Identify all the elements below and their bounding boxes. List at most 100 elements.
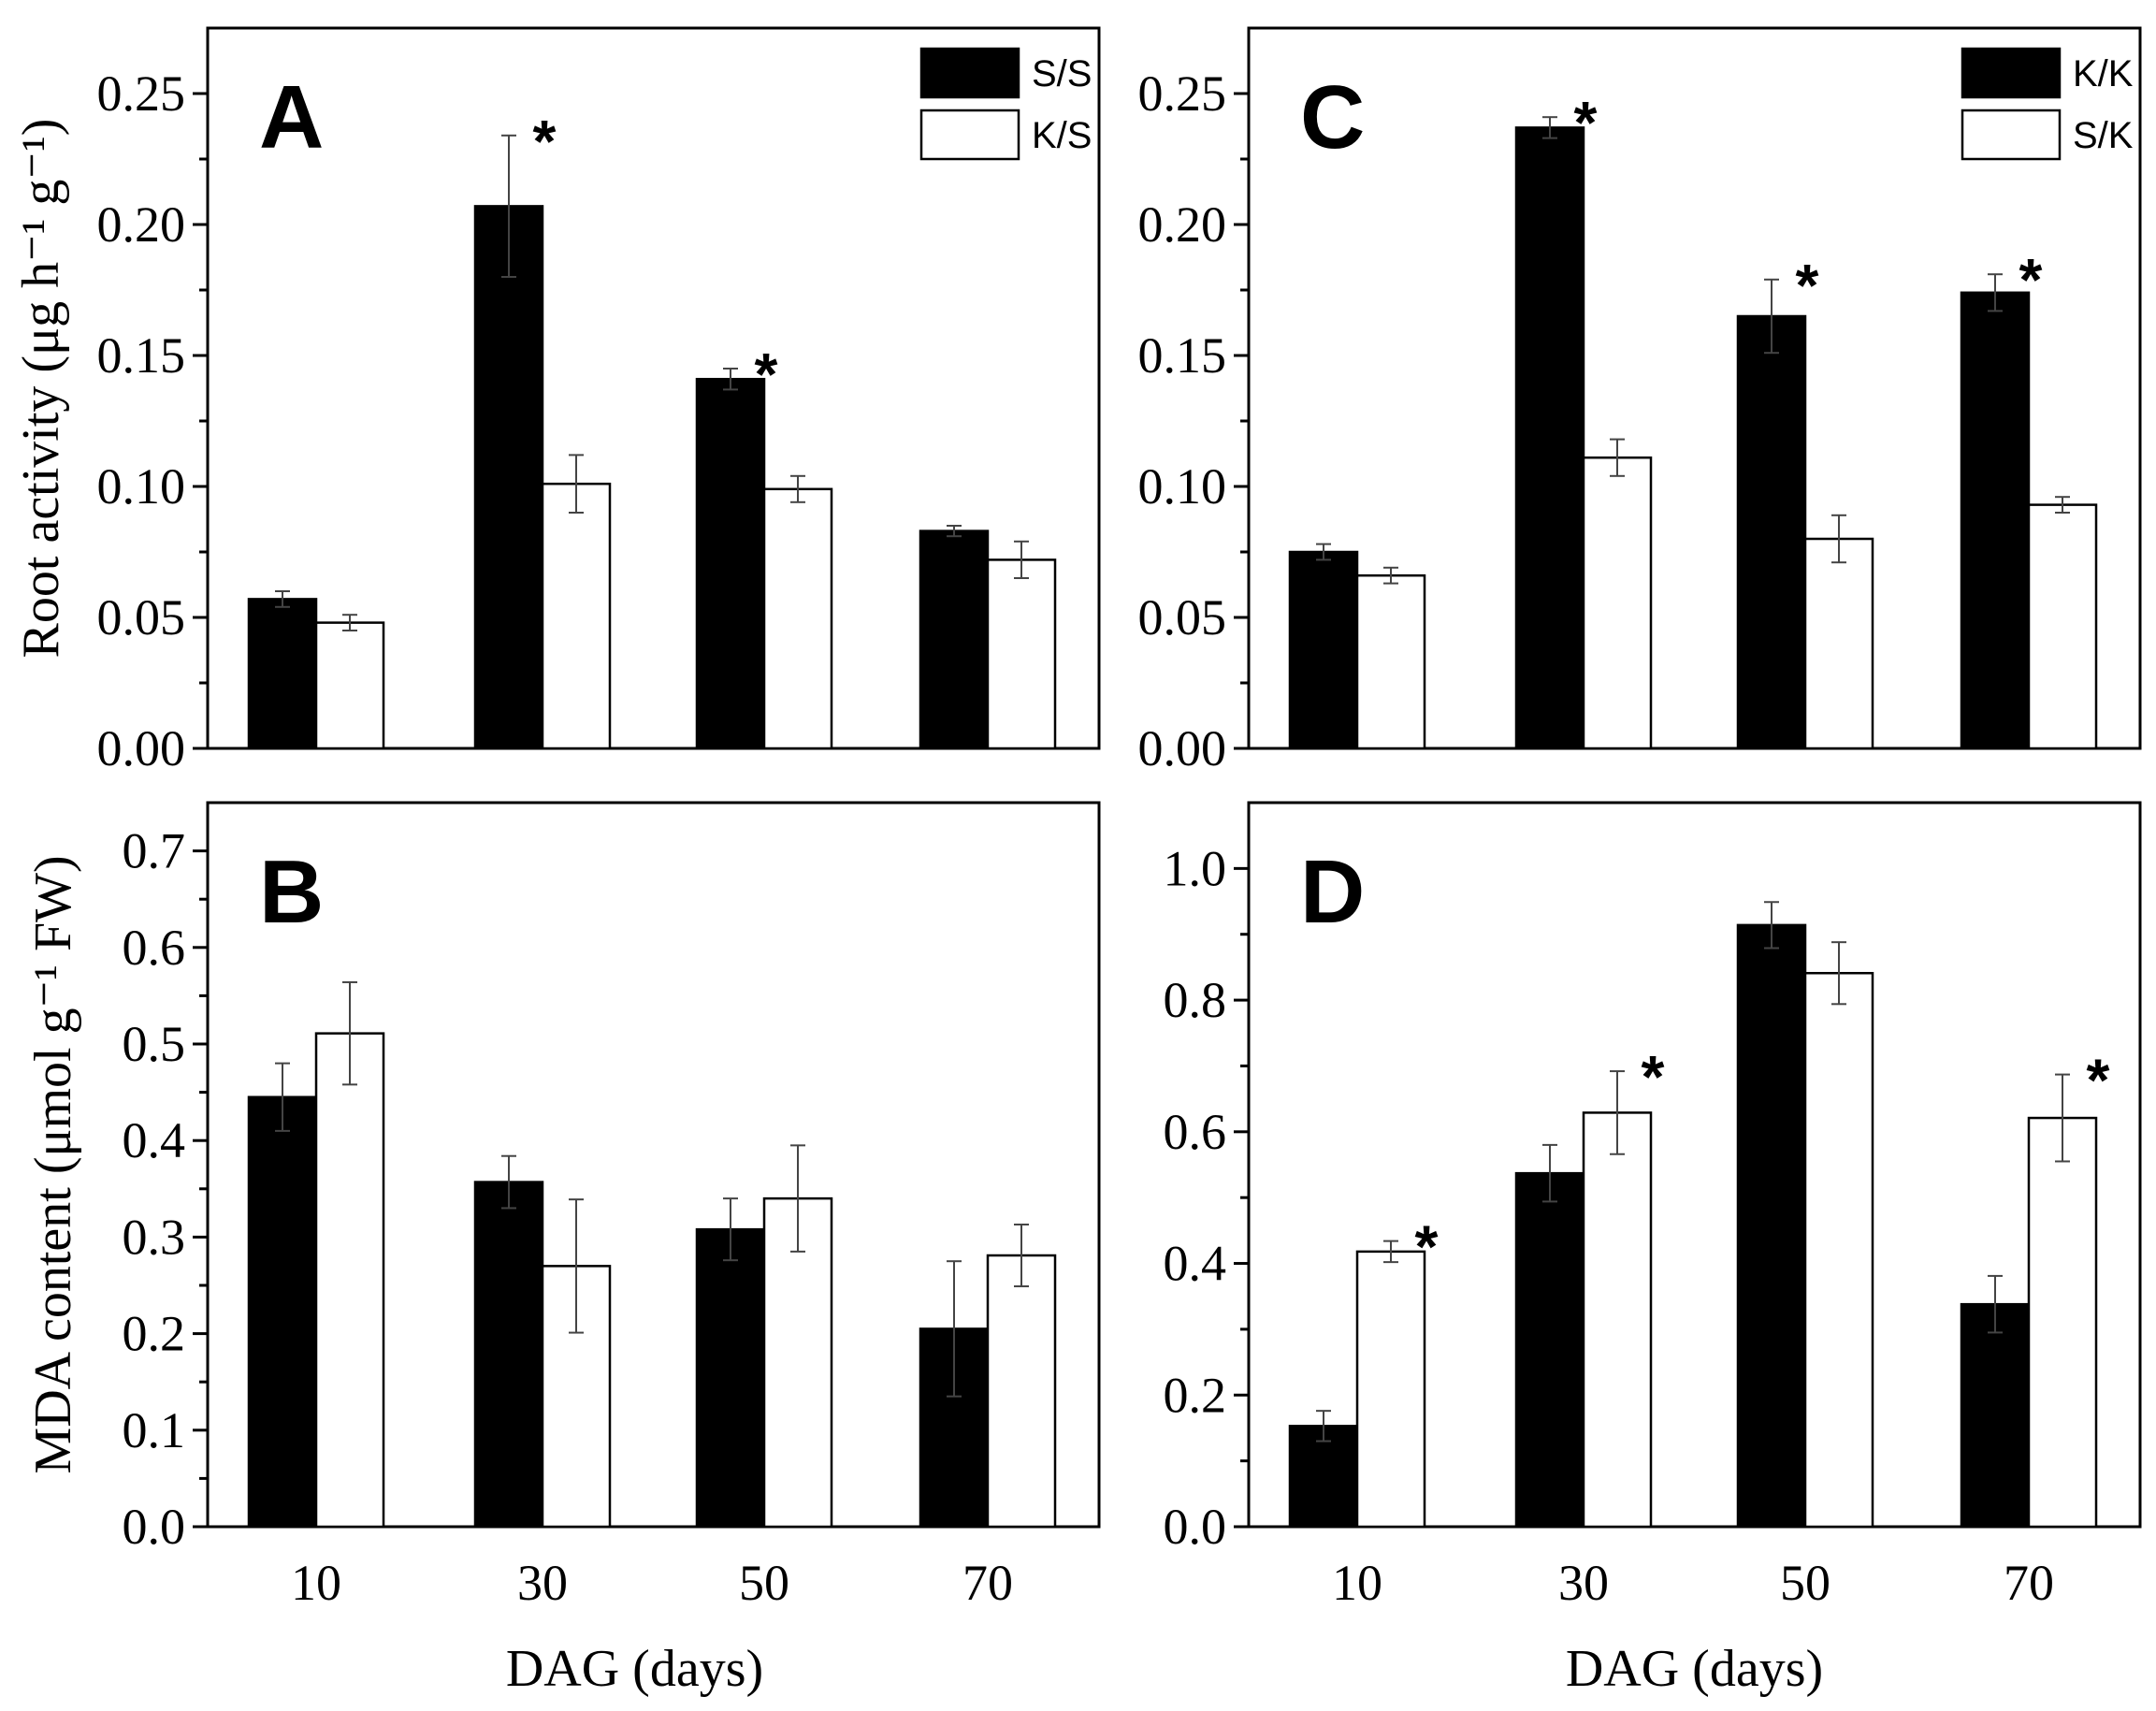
panel-label: A <box>259 67 324 167</box>
significance-star: * <box>1796 252 1819 319</box>
bar-s-s-70 <box>919 529 990 750</box>
significance-star: * <box>533 108 557 175</box>
y-axis-title: MDA content (μmol g⁻¹ FW) <box>24 855 82 1473</box>
y-tick-label: 0.05 <box>1138 589 1227 645</box>
legend-label: K/K <box>2073 53 2134 94</box>
panel-b: 0.0 0.1 0.2 0.3 0.4 0.5 0.6 0.7 10 30 50 70 DAG (day… <box>24 801 1101 1698</box>
error-bar <box>1014 1223 1029 1288</box>
panel-label: D <box>1300 842 1365 942</box>
bar-k-s-70 <box>986 1254 1057 1529</box>
bar-s-k-50 <box>1803 537 1874 750</box>
error-bar <box>1831 941 1846 1006</box>
y-tick-label: 0.6 <box>1164 1104 1227 1160</box>
error-bar <box>1316 543 1331 561</box>
error-bar <box>790 474 805 503</box>
panel-d: 0.0 0.2 0.4 0.6 0.8 1.0 * * * 10 30 50 70 DAG (days) D <box>1164 801 2142 1698</box>
y-tick-label: 0.25 <box>97 65 186 122</box>
significance-star: * <box>755 341 778 408</box>
bar-s-k-70 <box>2027 503 2098 750</box>
plot-frame <box>1247 26 2142 750</box>
error-bar <box>1542 116 1557 139</box>
error-bar <box>790 1144 805 1253</box>
error-bar <box>2055 496 2070 514</box>
x-tick-label: 30 <box>517 1555 568 1611</box>
significance-star: * <box>1642 1043 1665 1110</box>
y-axis-title: Root activity (μg h⁻¹ g⁻¹) <box>12 119 70 659</box>
bar-k-s-70 <box>986 558 1057 750</box>
y-tick-label: 0.4 <box>1164 1236 1227 1292</box>
error-bar <box>501 134 516 278</box>
panel-label: B <box>259 842 324 942</box>
plot-frame <box>206 26 1101 750</box>
error-bar <box>342 614 357 631</box>
error-bar <box>1610 1070 1625 1155</box>
error-bar <box>1383 566 1398 585</box>
panel-c: 0.00 0.05 0.10 0.15 0.20 0.25 * * * C K/K S/K <box>1138 26 2142 776</box>
y-tick-label: 0.00 <box>97 720 186 776</box>
bar-k-k-30 <box>1514 126 1585 750</box>
bar-s-s-10 <box>247 1095 318 1529</box>
y-tick-label: 0.15 <box>1138 327 1227 384</box>
error-bar <box>1014 540 1029 579</box>
legend-label: S/S <box>1032 53 1092 94</box>
x-tick-label: 50 <box>1780 1555 1830 1611</box>
legend-swatch <box>1961 109 2062 161</box>
x-tick-label: 10 <box>291 1555 341 1611</box>
y-tick-label: 0.25 <box>1138 65 1227 122</box>
bar-s-s-30 <box>473 1181 544 1529</box>
bar-s-s-10 <box>247 598 318 750</box>
error-bar <box>1988 1274 2003 1334</box>
error-bar <box>342 980 357 1086</box>
significance-star: * <box>2019 246 2043 313</box>
bar-s-k-30 <box>1582 1111 1653 1529</box>
y-tick-label: 0.7 <box>123 823 186 879</box>
bar-k-s-30 <box>541 482 612 750</box>
bar-s-s-50 <box>695 377 766 750</box>
y-tick-label: 0.5 <box>123 1016 186 1072</box>
legend-swatch <box>919 47 1020 99</box>
error-bar <box>501 1154 516 1210</box>
legend-label: S/K <box>2073 115 2134 156</box>
bar-s-k-30 <box>1582 456 1653 750</box>
bar-k-k-70 <box>1960 291 2031 750</box>
x-tick-label: 30 <box>1558 1555 1609 1611</box>
error-bar <box>1610 438 1625 477</box>
y-tick-label: 0.3 <box>123 1209 186 1265</box>
y-tick-label: 0.0 <box>123 1499 186 1555</box>
x-axis-title: DAG (days) <box>506 1640 763 1698</box>
error-bar <box>1831 514 1846 564</box>
error-bar <box>1764 901 1779 950</box>
plot-frame <box>1247 801 2142 1529</box>
x-tick-label: 10 <box>1332 1555 1382 1611</box>
error-bar <box>2055 1073 2070 1163</box>
y-tick-label: 0.20 <box>97 196 186 253</box>
error-bar <box>569 1198 584 1334</box>
legend-swatch <box>919 109 1020 161</box>
bar-s-s-50 <box>695 1227 766 1529</box>
panel-label: C <box>1300 67 1365 167</box>
y-tick-label: 0.10 <box>1138 458 1227 515</box>
error-bar <box>569 454 584 514</box>
legend-swatch <box>1961 47 2062 99</box>
bar-s-s-30 <box>473 205 544 750</box>
error-bar <box>723 1197 738 1262</box>
y-tick-label: 0.6 <box>123 920 186 976</box>
error-bar <box>1316 1410 1331 1443</box>
error-bar <box>947 1260 962 1398</box>
y-tick-label: 0.0 <box>1164 1499 1227 1555</box>
y-tick-label: 0.2 <box>123 1306 186 1362</box>
y-tick-label: 0.00 <box>1138 720 1227 776</box>
error-bar <box>275 590 290 608</box>
y-tick-label: 0.2 <box>1164 1367 1227 1423</box>
bar-k-k-30 <box>1514 1171 1585 1529</box>
y-tick-label: 0.4 <box>123 1112 186 1168</box>
x-tick-label: 70 <box>962 1555 1013 1611</box>
bar-s-k-10 <box>1355 573 1426 750</box>
plot-frame <box>206 801 1101 1529</box>
bar-k-k-50 <box>1736 314 1807 750</box>
y-tick-label: 0.15 <box>97 327 186 384</box>
x-tick-label: 50 <box>739 1555 789 1611</box>
bar-k-s-50 <box>762 487 833 750</box>
y-tick-label: 1.0 <box>1164 840 1227 896</box>
